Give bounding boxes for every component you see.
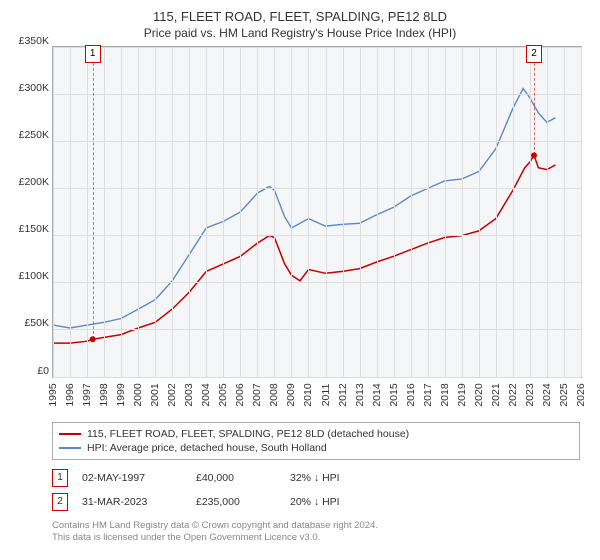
y-tick-label: £150K (19, 223, 49, 235)
sale-marker-box: 1 (85, 45, 101, 63)
x-tick-label: 2009 (285, 383, 297, 406)
event-row: 2 31-MAR-2023 £235,000 20% ↓ HPI (52, 490, 580, 514)
x-tick-label: 2003 (183, 383, 195, 406)
y-tick-label: £100K (19, 270, 49, 282)
series-hpi (53, 88, 556, 328)
x-tick-label: 2010 (302, 383, 314, 406)
sale-marker-box: 2 (526, 45, 542, 63)
x-tick-label: 2000 (132, 383, 144, 406)
x-tick-label: 2025 (558, 383, 570, 406)
event-hpi-relation: 32% ↓ HPI (290, 472, 340, 484)
x-tick-label: 2014 (371, 383, 383, 406)
x-tick-label: 2008 (268, 383, 280, 406)
y-tick-label: £300K (19, 82, 49, 94)
legend-item: 115, FLEET ROAD, FLEET, SPALDING, PE12 8… (59, 427, 573, 441)
x-tick-label: 2019 (456, 383, 468, 406)
chart-container: 115, FLEET ROAD, FLEET, SPALDING, PE12 8… (0, 0, 600, 560)
footnote-line: This data is licensed under the Open Gov… (52, 532, 580, 544)
legend-label: 115, FLEET ROAD, FLEET, SPALDING, PE12 8… (87, 428, 409, 440)
x-tick-label: 2017 (422, 383, 434, 406)
chart-subtitle: Price paid vs. HM Land Registry's House … (10, 26, 590, 40)
footnote-line: Contains HM Land Registry data © Crown c… (52, 520, 580, 532)
event-marker-box: 2 (52, 493, 68, 511)
x-tick-label: 1997 (81, 383, 93, 406)
x-tick-label: 2023 (524, 383, 536, 406)
line-plot (53, 47, 581, 377)
event-marker-box: 1 (52, 469, 68, 487)
x-tick-label: 2015 (388, 383, 400, 406)
event-date: 02-MAY-1997 (82, 472, 182, 484)
sale-events: 1 02-MAY-1997 £40,000 32% ↓ HPI 2 31-MAR-2023… (52, 466, 580, 514)
event-row: 1 02-MAY-1997 £40,000 32% ↓ HPI (52, 466, 580, 490)
x-tick-label: 1995 (47, 383, 59, 406)
x-axis: 1995199619971998199920002001200220032004… (53, 377, 581, 417)
x-tick-label: 2006 (234, 383, 246, 406)
x-tick-label: 2004 (200, 383, 212, 406)
y-tick-label: £0 (37, 365, 49, 377)
x-tick-label: 2007 (251, 383, 263, 406)
x-tick-label: 2016 (405, 383, 417, 406)
plot-area: £0£50K£100K£150K£200K£250K£300K£350K 199… (52, 46, 582, 378)
x-tick-label: 2002 (166, 383, 178, 406)
x-tick-label: 1998 (98, 383, 110, 406)
x-tick-label: 2011 (320, 383, 332, 406)
x-tick-label: 1999 (115, 383, 127, 406)
legend-swatch (59, 447, 81, 449)
event-hpi-relation: 20% ↓ HPI (290, 496, 340, 508)
x-tick-label: 2026 (575, 383, 587, 406)
legend-item: HPI: Average price, detached house, Sout… (59, 441, 573, 455)
x-tick-label: 2005 (217, 383, 229, 406)
x-tick-label: 2020 (473, 383, 485, 406)
x-tick-label: 2018 (439, 383, 451, 406)
x-tick-label: 2012 (337, 383, 349, 406)
event-date: 31-MAR-2023 (82, 496, 182, 508)
y-tick-label: £50K (24, 317, 49, 329)
footnote: Contains HM Land Registry data © Crown c… (52, 520, 580, 545)
x-tick-label: 1996 (64, 383, 76, 406)
y-axis: £0£50K£100K£150K£200K£250K£300K£350K (9, 41, 53, 371)
x-tick-label: 2013 (354, 383, 366, 406)
event-price: £40,000 (196, 472, 276, 484)
legend-swatch (59, 433, 81, 435)
y-tick-label: £250K (19, 129, 49, 141)
x-tick-label: 2021 (490, 383, 502, 406)
chart-title: 115, FLEET ROAD, FLEET, SPALDING, PE12 8… (10, 8, 590, 26)
y-tick-label: £200K (19, 176, 49, 188)
x-tick-label: 2024 (541, 383, 553, 406)
y-tick-label: £350K (19, 35, 49, 47)
x-tick-label: 2001 (149, 383, 161, 406)
legend-label: HPI: Average price, detached house, Sout… (87, 442, 327, 454)
legend: 115, FLEET ROAD, FLEET, SPALDING, PE12 8… (52, 422, 580, 460)
event-price: £235,000 (196, 496, 276, 508)
x-tick-label: 2022 (507, 383, 519, 406)
